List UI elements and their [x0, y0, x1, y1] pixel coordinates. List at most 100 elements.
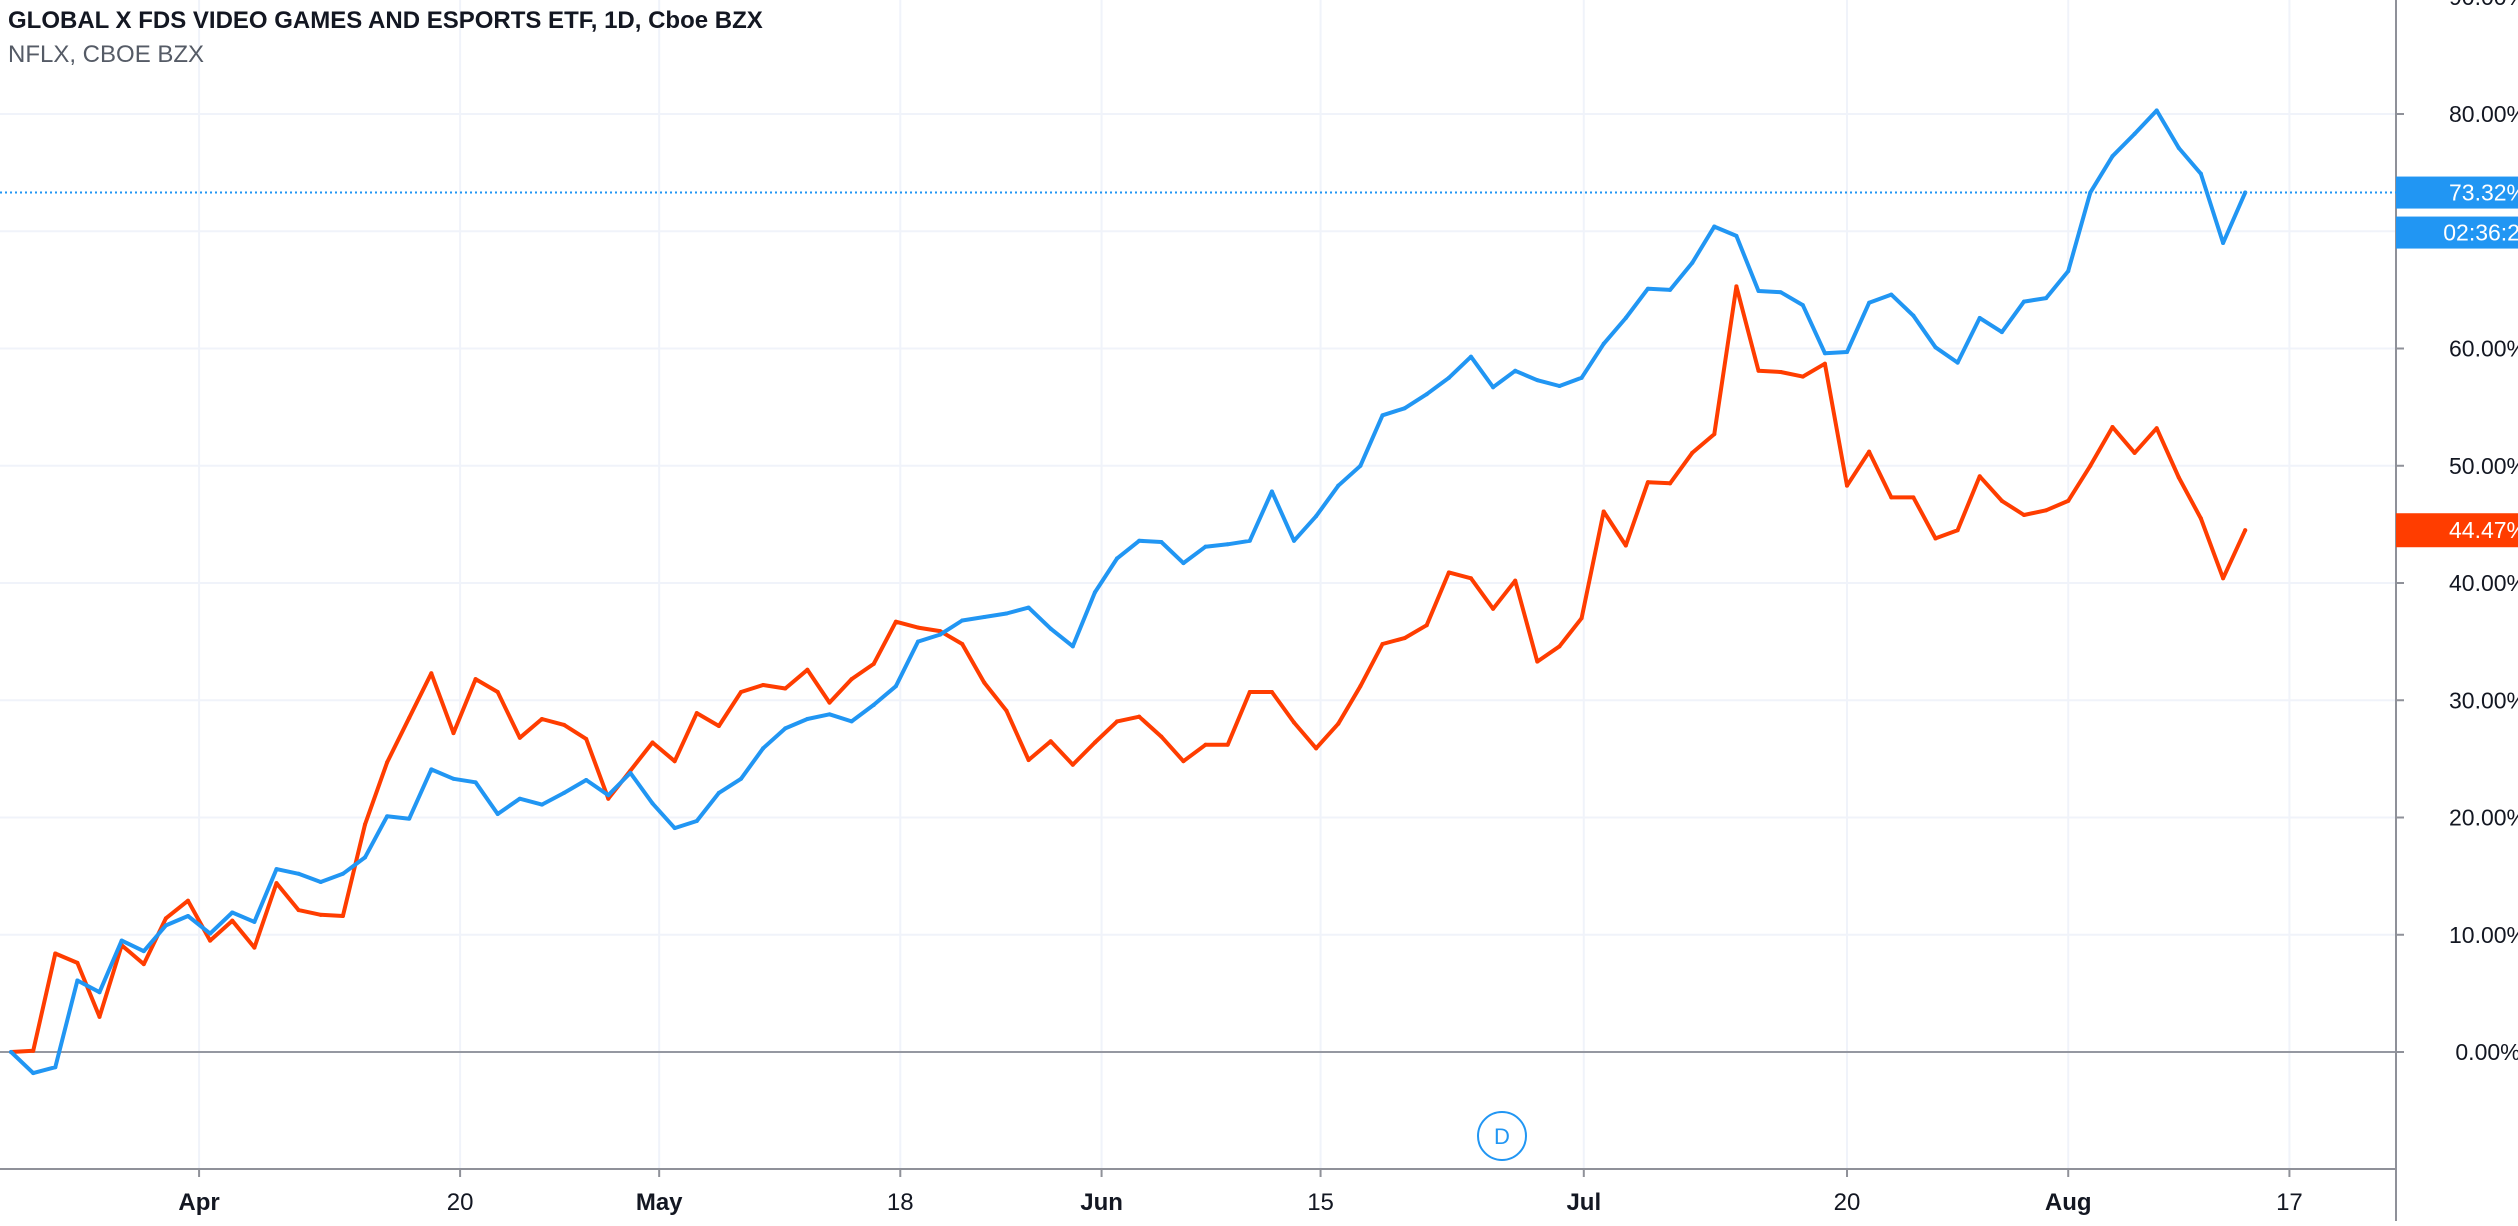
data-point	[1999, 330, 2004, 335]
series-line[interactable]	[9, 108, 2248, 1076]
data-point	[562, 790, 567, 795]
data-point	[1778, 369, 1783, 374]
data-point	[1911, 495, 1916, 500]
chart-legend: GLOBAL X FDS VIDEO GAMES AND ESPORTS ETF…	[8, 4, 763, 72]
data-point	[1491, 385, 1496, 390]
legend-main-symbol[interactable]: GLOBAL X FDS VIDEO GAMES AND ESPORTS ETF…	[8, 7, 763, 34]
last-value-label-red: 44.47%	[2449, 517, 2518, 543]
data-point	[1402, 636, 1407, 641]
data-point	[1800, 303, 1805, 308]
data-point	[1314, 514, 1319, 519]
data-point	[1999, 498, 2004, 503]
data-point	[141, 949, 146, 954]
data-point	[1358, 684, 1363, 689]
data-point	[1292, 538, 1297, 543]
data-point	[1911, 313, 1916, 318]
data-point	[1203, 544, 1208, 549]
data-point	[650, 801, 655, 806]
interval-marker-icon[interactable]	[1477, 1111, 1527, 1161]
data-point	[1712, 432, 1717, 437]
data-point	[1336, 483, 1341, 488]
data-point	[385, 814, 390, 819]
series-line[interactable]	[9, 284, 2248, 1054]
data-point	[1623, 543, 1628, 548]
data-point	[805, 717, 810, 722]
data-point	[296, 908, 301, 913]
interval-marker-label: D	[1494, 1124, 1510, 1149]
data-point	[1668, 287, 1673, 292]
data-point	[2110, 425, 2115, 430]
data-point	[1955, 360, 1960, 365]
data-point	[1955, 528, 1960, 533]
data-point	[606, 796, 611, 801]
data-point	[1889, 292, 1894, 297]
data-point	[1933, 536, 1938, 541]
data-point	[1225, 742, 1230, 747]
data-point	[2176, 475, 2181, 480]
data-point	[1933, 345, 1938, 350]
data-point	[517, 735, 522, 740]
data-point	[1424, 623, 1429, 628]
data-point	[2154, 426, 2159, 431]
data-point	[296, 871, 301, 876]
data-point	[1336, 721, 1341, 726]
x-tick-label: Aug	[2045, 1189, 2092, 1216]
data-point	[2198, 171, 2203, 176]
data-point	[252, 945, 257, 950]
data-point	[849, 677, 854, 682]
x-tick-label: May	[636, 1189, 683, 1216]
data-point	[1314, 746, 1319, 751]
data-point	[318, 912, 323, 917]
data-point	[75, 960, 80, 965]
legend-compare-symbol[interactable]: NFLX, CBOE BZX	[8, 41, 205, 68]
data-point	[429, 767, 434, 772]
data-point	[1004, 611, 1009, 616]
data-point	[2021, 512, 2026, 517]
data-point	[1468, 354, 1473, 359]
data-point	[1070, 644, 1075, 649]
data-point	[31, 1071, 36, 1076]
data-point	[1822, 361, 1827, 366]
data-point	[252, 919, 257, 924]
data-point	[1867, 300, 1872, 305]
data-point	[1557, 644, 1562, 649]
data-point	[761, 683, 766, 688]
data-point	[451, 731, 456, 736]
x-tick-label: Jul	[1566, 1189, 1601, 1216]
data-point	[1712, 224, 1717, 229]
data-point	[9, 1050, 14, 1054]
data-point	[2110, 154, 2115, 159]
data-point	[1048, 626, 1053, 631]
data-point	[893, 619, 898, 624]
data-point	[915, 639, 920, 644]
data-point	[1623, 316, 1628, 321]
data-point	[1867, 449, 1872, 454]
data-point	[584, 736, 589, 741]
data-point	[2132, 131, 2137, 136]
data-point	[849, 719, 854, 724]
last-value-label-red-bg	[2396, 513, 2518, 548]
data-point	[1292, 720, 1297, 725]
data-point	[362, 822, 367, 827]
data-point	[1026, 605, 1031, 610]
data-point	[1756, 368, 1761, 373]
data-point	[1579, 375, 1584, 380]
data-point	[385, 760, 390, 765]
y-tick-label: 50.00%	[2449, 453, 2518, 479]
data-point	[163, 923, 168, 928]
data-point	[1468, 576, 1473, 581]
data-point	[1115, 556, 1120, 561]
x-tick-label: 15	[1307, 1189, 1334, 1216]
data-point	[1778, 290, 1783, 295]
data-point	[1048, 739, 1053, 744]
data-point	[562, 722, 567, 727]
data-point	[1889, 495, 1894, 500]
data-point	[208, 931, 213, 936]
data-point	[119, 938, 124, 943]
data-point	[1977, 316, 1982, 321]
data-point	[2044, 296, 2049, 301]
data-point	[1668, 481, 1673, 486]
